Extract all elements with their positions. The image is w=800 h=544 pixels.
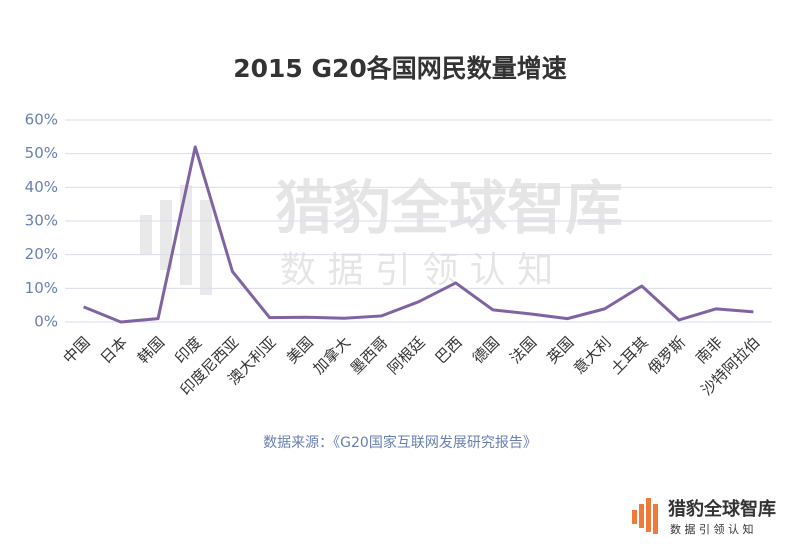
- watermark: 猎豹全球智库 数 据 引 领 认 知: [140, 174, 623, 295]
- y-tick-label: 10%: [25, 279, 58, 297]
- logo: 猎豹全球智库 数 据 引 领 认 知: [632, 498, 776, 536]
- watermark-slogan: 数 据 引 领 认 知: [280, 250, 553, 291]
- logo-name: 猎豹全球智库: [668, 498, 776, 520]
- y-tick-label: 0%: [34, 313, 58, 331]
- logo-bar: [653, 504, 658, 534]
- y-tick-label: 40%: [25, 178, 58, 196]
- y-tick-label: 20%: [25, 245, 58, 263]
- y-tick-label: 30%: [25, 212, 58, 230]
- logo-bar: [639, 504, 644, 528]
- y-tick-label: 60%: [25, 111, 58, 129]
- watermark-bar: [180, 185, 192, 285]
- watermark-bar: [160, 200, 172, 270]
- logo-bar: [632, 510, 637, 524]
- y-tick-label: 50%: [25, 144, 58, 162]
- line: [83, 145, 754, 324]
- chart-title: 2015 G20各国网民数量增速: [233, 54, 567, 83]
- logo-slogan: 数 据 引 领 认 知: [670, 522, 753, 536]
- source-note: 数据来源：《G20国家互联网发展研究报告》: [263, 434, 537, 451]
- logo-bar: [646, 498, 651, 532]
- watermark-bar: [200, 200, 212, 295]
- watermark-bar: [140, 215, 152, 255]
- watermark-name: 猎豹全球智库: [275, 174, 623, 242]
